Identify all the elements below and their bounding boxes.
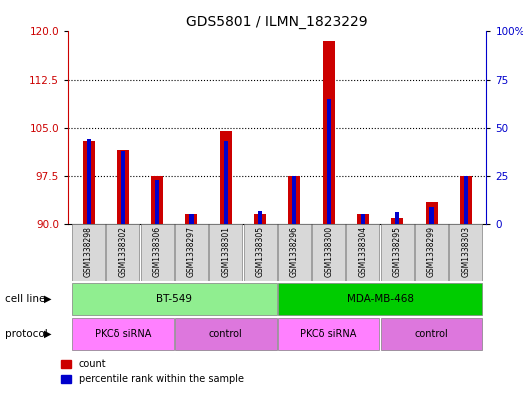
FancyBboxPatch shape <box>381 224 414 281</box>
FancyBboxPatch shape <box>278 318 379 350</box>
Text: control: control <box>415 329 448 339</box>
FancyBboxPatch shape <box>346 224 379 281</box>
Text: GSM1338296: GSM1338296 <box>290 226 299 277</box>
Bar <box>426 202 438 224</box>
Bar <box>189 214 194 224</box>
FancyBboxPatch shape <box>278 224 311 281</box>
Text: GSM1338304: GSM1338304 <box>358 226 368 277</box>
Bar <box>391 218 403 224</box>
FancyBboxPatch shape <box>72 224 105 281</box>
Text: PKCδ siRNA: PKCδ siRNA <box>300 329 357 339</box>
Text: cell line: cell line <box>5 294 46 304</box>
Bar <box>464 176 468 224</box>
Bar <box>254 214 266 224</box>
Bar <box>288 176 300 224</box>
Text: ▶: ▶ <box>44 329 52 339</box>
Text: GSM1338305: GSM1338305 <box>256 226 265 277</box>
Text: MDA-MB-468: MDA-MB-468 <box>347 294 414 304</box>
Bar <box>155 180 159 224</box>
Text: protocol: protocol <box>5 329 48 339</box>
Bar <box>220 131 232 224</box>
Text: GSM1338299: GSM1338299 <box>427 226 436 277</box>
Bar <box>326 99 331 224</box>
FancyBboxPatch shape <box>175 224 208 281</box>
FancyBboxPatch shape <box>209 224 242 281</box>
FancyBboxPatch shape <box>244 224 277 281</box>
FancyBboxPatch shape <box>415 224 448 281</box>
Text: BT-549: BT-549 <box>156 294 192 304</box>
Bar <box>117 150 129 224</box>
Bar <box>395 213 399 224</box>
Text: ▶: ▶ <box>44 294 52 304</box>
Bar <box>258 211 262 224</box>
Text: GSM1338298: GSM1338298 <box>84 226 93 277</box>
Bar <box>292 176 297 224</box>
Text: PKCδ siRNA: PKCδ siRNA <box>95 329 151 339</box>
Bar <box>224 141 228 224</box>
Text: GSM1338297: GSM1338297 <box>187 226 196 277</box>
FancyBboxPatch shape <box>312 224 345 281</box>
Bar <box>121 151 125 224</box>
FancyBboxPatch shape <box>175 318 277 350</box>
Bar <box>86 139 90 224</box>
Text: GSM1338306: GSM1338306 <box>153 226 162 277</box>
FancyBboxPatch shape <box>72 283 277 314</box>
Title: GDS5801 / ILMN_1823229: GDS5801 / ILMN_1823229 <box>186 15 368 29</box>
Bar <box>151 176 163 224</box>
Bar <box>357 214 369 224</box>
Text: GSM1338301: GSM1338301 <box>221 226 230 277</box>
FancyBboxPatch shape <box>449 224 482 281</box>
Bar <box>323 41 335 224</box>
FancyBboxPatch shape <box>381 318 482 350</box>
Text: GSM1338300: GSM1338300 <box>324 226 333 277</box>
Text: GSM1338295: GSM1338295 <box>393 226 402 277</box>
Bar <box>361 214 365 224</box>
FancyBboxPatch shape <box>278 283 482 314</box>
Bar <box>83 141 95 224</box>
Legend: count, percentile rank within the sample: count, percentile rank within the sample <box>57 356 247 388</box>
Bar <box>186 214 198 224</box>
Text: control: control <box>209 329 243 339</box>
Bar <box>460 176 472 224</box>
Text: GSM1338303: GSM1338303 <box>461 226 470 277</box>
FancyBboxPatch shape <box>106 224 139 281</box>
FancyBboxPatch shape <box>72 318 174 350</box>
Bar <box>429 207 434 224</box>
FancyBboxPatch shape <box>141 224 174 281</box>
Text: GSM1338302: GSM1338302 <box>118 226 128 277</box>
